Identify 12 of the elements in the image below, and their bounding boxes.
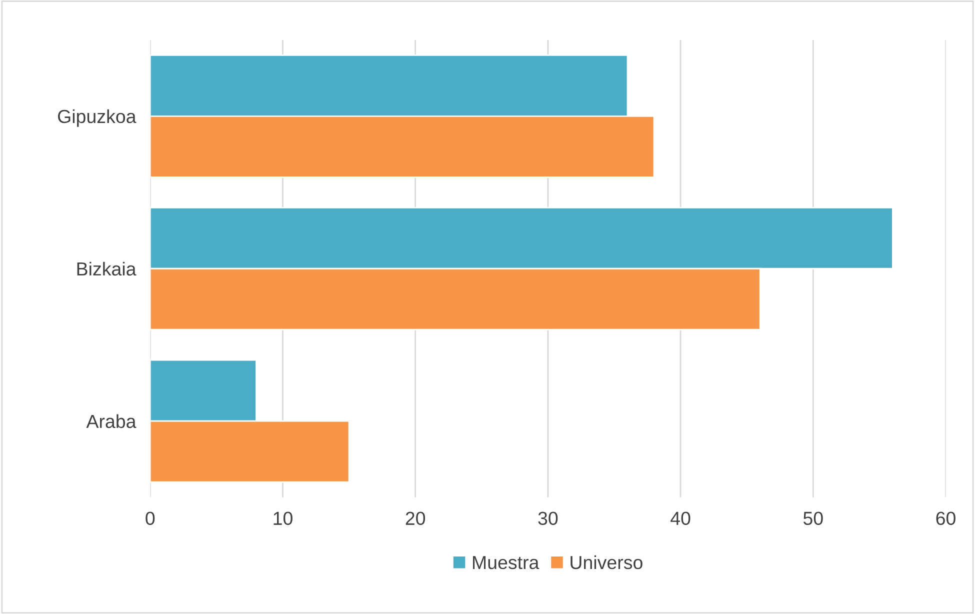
legend-label: Muestra [473, 556, 540, 570]
x-tick-label: 0 [146, 512, 155, 525]
y-tick-label: Bizkaia [77, 262, 136, 276]
x-tick-label: 20 [406, 512, 426, 525]
x-tick-label: 60 [936, 512, 956, 525]
legend-label: Universo [570, 555, 642, 570]
y-tick-label: Gipuzkoa [58, 109, 136, 127]
x-tick-label: 10 [274, 512, 292, 525]
x-tick-label: 30 [538, 512, 558, 525]
x-tick-label: 50 [803, 512, 823, 525]
x-tick-label: 40 [670, 512, 690, 525]
y-tick-label: Araba [86, 414, 136, 428]
